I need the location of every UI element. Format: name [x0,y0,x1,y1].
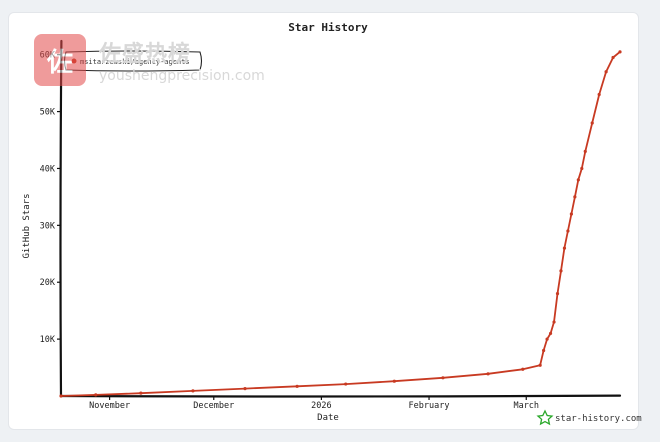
data-point [562,246,567,250]
data-point [583,149,587,153]
x-tick-label: November [89,401,130,411]
brand-label: star-history.com [555,414,642,424]
data-point [590,121,594,125]
data-point [538,363,542,367]
data-point [566,229,570,233]
series-layer [59,50,622,398]
data-point [295,384,299,388]
chart-card [8,12,639,430]
x-tick-label: March [513,401,539,411]
watermark-logo-icon: 佐 [34,34,86,86]
data-point [559,269,563,273]
data-point [521,367,525,371]
data-point [611,55,615,60]
data-point [569,212,573,216]
data-point [604,70,608,74]
data-point [580,166,584,171]
x-tick-label: December [193,401,234,411]
data-point [139,391,143,395]
chart-title: Star History [288,21,368,34]
data-point [548,331,553,336]
watermark-cn-text: 佐盛热榜 [99,42,192,67]
data-point [542,348,546,353]
watermark-en-text: youshengprecision.com [99,68,265,84]
brand-footer[interactable]: star-history.com [536,409,642,426]
data-point [618,50,622,54]
data-point [576,178,580,182]
data-point [597,92,601,97]
series-line [60,50,621,397]
x-axis-line [59,394,622,398]
axes [59,39,622,398]
y-tick-label: 50K [40,108,56,118]
data-point [59,394,63,398]
data-point [486,372,490,376]
data-point [552,320,556,324]
y-axis-line [59,39,63,398]
y-ticks: 10K20K30K40K50K60K [40,51,61,345]
x-tick-label: February [409,401,450,411]
data-point [545,337,549,341]
data-point [441,376,445,380]
y-tick-label: 10K [40,335,56,345]
star-history-logo-icon [536,409,554,426]
y-axis-label: GitHub Stars [22,193,32,258]
data-point [243,387,247,391]
data-point [573,195,577,199]
legend-label: msitarzewski/agency-agents [80,58,190,66]
data-point [555,292,560,296]
x-axis-label: Date [317,413,339,423]
x-tick-label: 2026 [311,401,331,411]
watermark: 佐 佐盛热榜 youshengprecision.com [34,34,265,94]
x-ticks: November December 2026 February March [89,396,539,411]
data-point [191,389,195,393]
y-tick-label: 40K [40,164,56,174]
data-point [392,379,396,383]
y-tick-label: 20K [40,278,56,288]
data-point [344,382,348,386]
data-point [94,393,98,397]
y-tick-label: 30K [40,221,56,231]
